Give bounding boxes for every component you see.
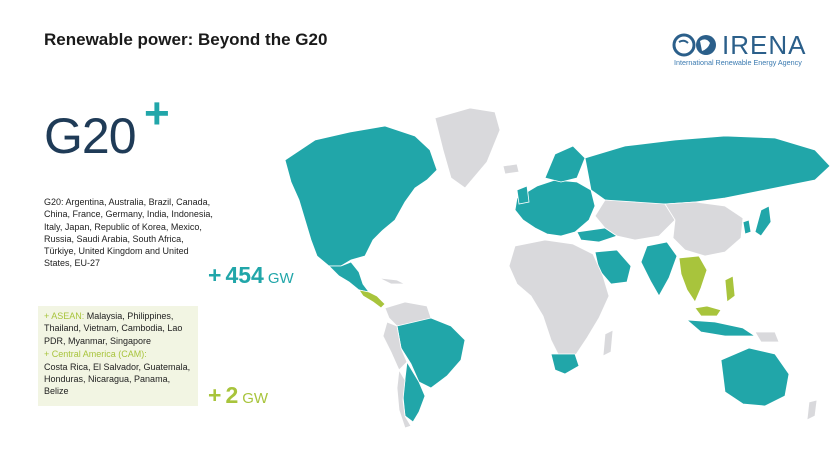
asean-members: Malaysia, Philippines, Thailand, Vietnam… (44, 311, 183, 346)
region-indonesia (685, 319, 757, 337)
region-india (640, 241, 678, 297)
region-russia (584, 135, 831, 205)
g20-logo-text: G20 (44, 108, 137, 164)
beyond-total-prefix: + (208, 382, 222, 408)
region-greenland (434, 107, 501, 189)
beyond-g20-box: + ASEAN: Malaysia, Philippines, Thailand… (38, 306, 198, 406)
region-caribbean (378, 277, 406, 285)
g20-total-unit: GW (267, 270, 294, 287)
beyond-total-unit: GW (242, 390, 269, 407)
region-peru-bolivia (382, 321, 408, 371)
region-turkiye (576, 227, 618, 243)
irena-subtitle: International Renewable Energy Agency (674, 58, 802, 67)
region-brazil (396, 317, 466, 389)
g20-logo-plus: + (144, 89, 170, 138)
region-central-america (358, 289, 386, 309)
region-china (664, 201, 744, 257)
irena-wordmark: IRENA (722, 30, 807, 60)
cam-label: + Central America (CAM): (44, 349, 147, 360)
irena-logo: IRENA International Renewable Energy Age… (672, 30, 812, 70)
asean-label: + ASEAN: (44, 311, 85, 321)
region-australia (720, 347, 790, 407)
world-map (284, 107, 831, 429)
cam-members: Costa Rica, El Salvador, Guatemala, Hond… (44, 361, 191, 397)
g20-total-value: 454 (225, 262, 264, 288)
region-asean-mainland (678, 255, 708, 303)
region-mexico (328, 261, 370, 293)
region-papua-new-guinea (754, 331, 780, 343)
g20-total-prefix: + (208, 262, 222, 288)
region-malaysia (694, 305, 722, 317)
region-south-africa (550, 353, 580, 375)
region-north-america (284, 125, 438, 267)
region-uk (516, 185, 530, 205)
g20-capacity-total: +454 GW (208, 262, 294, 289)
region-korea (742, 219, 752, 235)
asean-entry: + ASEAN: Malaysia, Philippines, Thailand… (44, 310, 192, 347)
beyond-g20-capacity-total: +2 GW (208, 382, 268, 409)
region-philippines (724, 275, 736, 303)
region-chile (396, 368, 412, 429)
g20-members-text: G20: Argentina, Australia, Brazil, Canad… (44, 197, 213, 269)
irena-globe-icon (672, 33, 716, 57)
region-africa (508, 239, 610, 361)
region-japan (754, 205, 772, 237)
region-madagascar (602, 329, 614, 357)
region-scandinavia (544, 145, 586, 183)
cam-entry: + Central America (CAM): Costa Rica, El … (44, 348, 192, 398)
region-new-zealand (806, 399, 818, 421)
region-iceland (502, 163, 520, 175)
beyond-total-value: 2 (225, 382, 239, 408)
g20-plus-logo: G20 + (44, 92, 184, 164)
page-title: Renewable power: Beyond the G20 (44, 30, 328, 49)
